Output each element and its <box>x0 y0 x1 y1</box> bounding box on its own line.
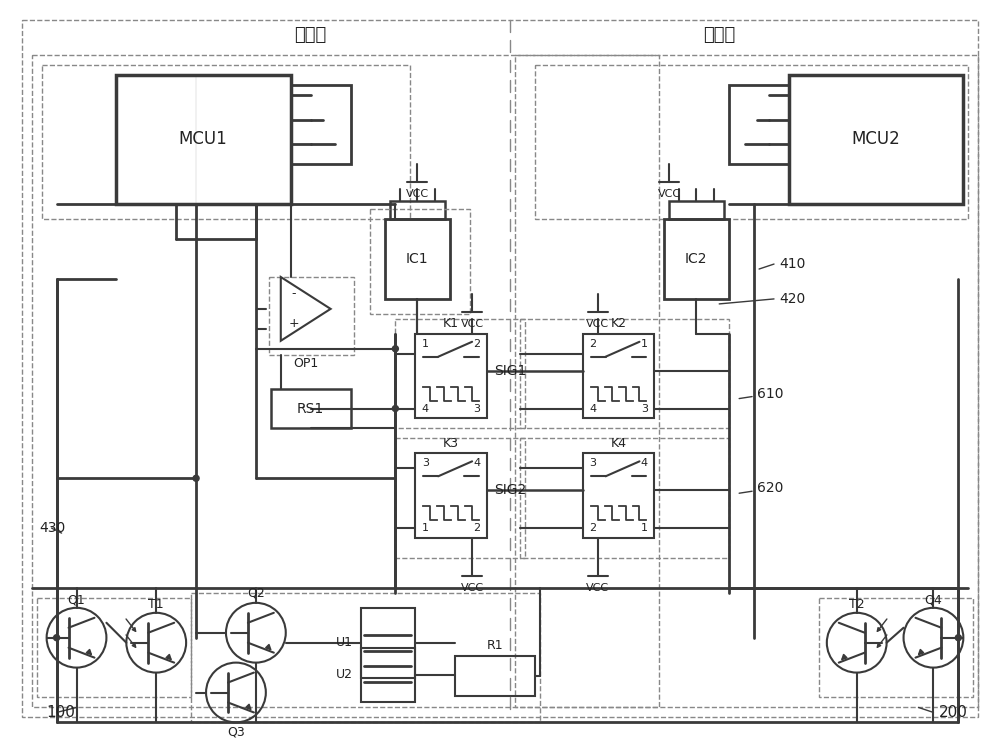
Bar <box>395 319 525 428</box>
Bar <box>269 277 354 354</box>
Bar <box>291 84 351 164</box>
Text: 4: 4 <box>589 403 596 414</box>
Text: 100: 100 <box>47 705 76 720</box>
Text: SIG1: SIG1 <box>494 363 526 377</box>
Text: 1: 1 <box>641 339 648 349</box>
Bar <box>385 219 450 299</box>
Text: RS1: RS1 <box>297 402 324 416</box>
Circle shape <box>392 406 398 411</box>
Bar <box>583 454 654 538</box>
Bar <box>32 55 659 707</box>
Text: Q4: Q4 <box>925 593 942 606</box>
Text: 4: 4 <box>422 403 429 414</box>
Text: VCC: VCC <box>406 189 429 199</box>
Text: OP1: OP1 <box>293 357 318 370</box>
Bar <box>515 55 978 707</box>
Text: VCC: VCC <box>461 583 484 593</box>
Circle shape <box>193 475 199 481</box>
Bar <box>520 438 729 558</box>
Bar <box>390 201 445 219</box>
Bar <box>729 84 789 164</box>
Text: K1: K1 <box>443 317 459 330</box>
Text: 4: 4 <box>641 458 648 468</box>
Text: IC2: IC2 <box>685 252 708 266</box>
Text: 3: 3 <box>641 403 648 414</box>
Circle shape <box>955 635 961 641</box>
Text: T2: T2 <box>849 599 865 611</box>
Text: U2: U2 <box>336 668 353 681</box>
Bar <box>191 593 540 722</box>
Bar <box>42 65 410 219</box>
Bar <box>520 319 729 428</box>
Text: Q3: Q3 <box>227 726 245 739</box>
Text: 620: 620 <box>757 481 783 495</box>
Bar <box>789 75 963 204</box>
Text: 3: 3 <box>422 458 429 468</box>
Text: VCC: VCC <box>658 189 681 199</box>
Text: 1: 1 <box>422 339 429 349</box>
Bar <box>535 65 968 219</box>
Circle shape <box>392 346 398 352</box>
Text: IC1: IC1 <box>406 252 429 266</box>
Text: SIG2: SIG2 <box>494 483 526 497</box>
Text: MCU1: MCU1 <box>179 130 227 149</box>
Bar <box>583 334 654 419</box>
Text: K2: K2 <box>611 317 627 330</box>
Text: 3: 3 <box>589 458 596 468</box>
Text: 2: 2 <box>474 339 481 349</box>
Text: 3: 3 <box>474 403 481 414</box>
Bar <box>370 209 470 314</box>
Bar <box>361 648 415 702</box>
Text: Q2: Q2 <box>247 586 265 599</box>
Text: K4: K4 <box>611 437 627 450</box>
Text: K3: K3 <box>443 437 459 450</box>
Bar <box>664 219 729 299</box>
Text: 200: 200 <box>938 705 967 720</box>
Text: Q1: Q1 <box>68 593 85 606</box>
Text: 1: 1 <box>422 523 429 533</box>
Bar <box>395 438 525 558</box>
Text: 1: 1 <box>641 523 648 533</box>
Text: R1: R1 <box>487 639 503 652</box>
Text: T1: T1 <box>148 599 164 611</box>
Text: -: - <box>291 287 296 300</box>
Text: VCC: VCC <box>586 583 609 593</box>
Text: +: + <box>288 317 299 330</box>
Bar <box>455 656 535 696</box>
Text: MCU2: MCU2 <box>851 130 900 149</box>
Text: 4: 4 <box>474 458 481 468</box>
Bar <box>819 598 973 698</box>
Bar <box>37 598 191 698</box>
Text: 2: 2 <box>589 523 596 533</box>
Text: 410: 410 <box>779 257 805 271</box>
Text: VCC: VCC <box>586 319 609 329</box>
Text: 内机侧: 内机侧 <box>703 26 735 44</box>
Text: 430: 430 <box>40 521 66 535</box>
Bar <box>116 75 291 204</box>
Bar <box>415 334 487 419</box>
Text: 2: 2 <box>474 523 481 533</box>
Text: 外机侧: 外机侧 <box>295 26 327 44</box>
Text: U1: U1 <box>336 636 353 649</box>
Text: 420: 420 <box>779 292 805 306</box>
Text: 610: 610 <box>757 386 784 400</box>
Bar <box>415 454 487 538</box>
Bar <box>271 388 351 428</box>
Bar <box>669 201 724 219</box>
Text: VCC: VCC <box>461 319 484 329</box>
Circle shape <box>54 635 60 641</box>
Bar <box>361 608 415 678</box>
Text: 2: 2 <box>589 339 596 349</box>
